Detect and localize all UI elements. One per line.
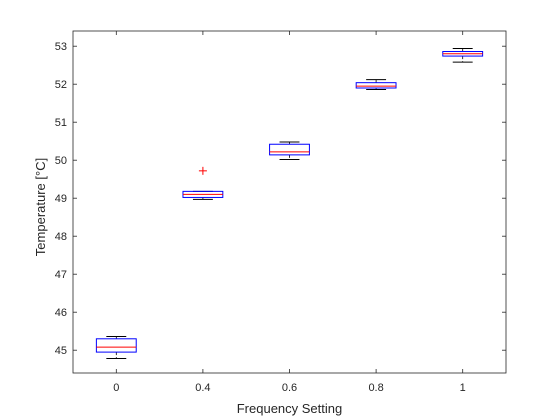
y-tick-label: 46	[55, 307, 67, 319]
x-tick-label: 0.4	[195, 382, 210, 394]
outlier-marker	[198, 166, 207, 175]
x-tick-label: 0.8	[368, 382, 383, 394]
y-tick-label: 45	[55, 345, 67, 357]
y-tick-label: 50	[55, 155, 67, 167]
y-tick-label: 52	[55, 79, 67, 91]
box-0	[95, 336, 137, 360]
box-iqr	[95, 338, 137, 353]
box-0.6	[269, 141, 310, 160]
box-0.4	[182, 166, 224, 200]
x-tick-label: 0.6	[282, 382, 297, 394]
y-axis-label: Temperature [°C]	[33, 158, 48, 256]
y-tick-label: 47	[55, 269, 67, 281]
plot-background	[73, 31, 506, 373]
y-tick-label: 49	[55, 193, 67, 205]
box-1	[442, 47, 484, 63]
axes: 45 46 47 48 49 50 51 52 53 0 0.4 0.6 0.8 1	[55, 30, 507, 394]
y-tick-label: 51	[55, 117, 67, 129]
x-axis-label: Frequency Setting	[237, 401, 343, 416]
y-tick-label: 48	[55, 231, 67, 243]
x-tick-label: 1	[460, 382, 466, 394]
x-tick-label: 0	[113, 382, 119, 394]
box-iqr	[355, 82, 397, 89]
box-0.8	[355, 79, 397, 91]
y-tick-label: 53	[55, 41, 67, 53]
box-iqr	[269, 143, 310, 156]
box-series	[95, 47, 484, 360]
plot-area	[73, 31, 506, 373]
